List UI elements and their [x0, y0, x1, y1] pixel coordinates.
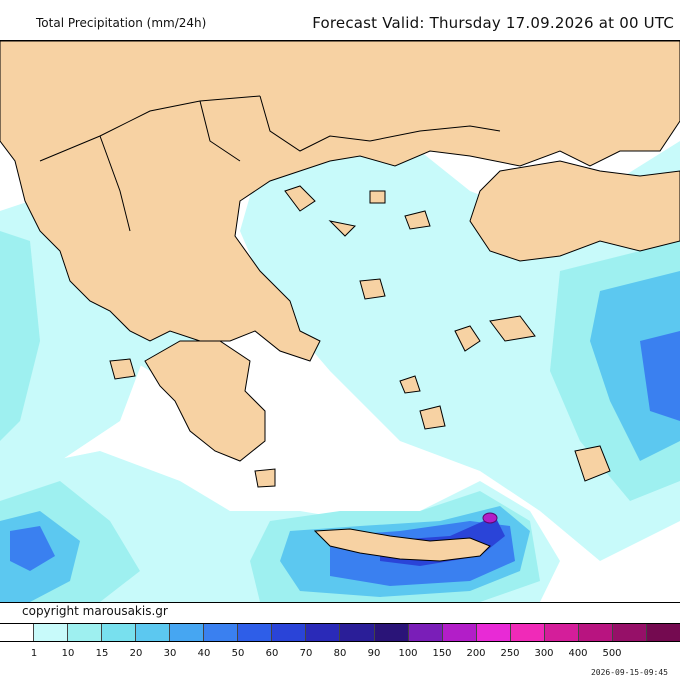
scale-swatch	[544, 624, 579, 641]
scale-swatch	[34, 624, 69, 641]
scale-tick-label: 50	[231, 648, 245, 659]
scale-swatch	[476, 624, 511, 641]
scale-swatch	[306, 624, 341, 641]
scale-tick-label: 500	[602, 648, 622, 659]
scale-tick-label: 20	[129, 648, 143, 659]
generation-timestamp: 2026-09-15-09:45	[590, 668, 668, 677]
scale-swatch	[340, 624, 375, 641]
scale-swatch	[68, 624, 103, 641]
scale-tick-label: 250	[500, 648, 520, 659]
scale-swatch	[374, 624, 409, 641]
scale-tick-label: 200	[466, 648, 486, 659]
scale-swatch	[408, 624, 443, 641]
scale-tick-label: 300	[534, 648, 554, 659]
precipitation-map	[0, 40, 680, 603]
copyright-text: copyright marousakis.gr	[22, 604, 168, 618]
land-areas	[0, 41, 680, 562]
scale-tick-label: 70	[299, 648, 313, 659]
scale-swatch	[170, 624, 205, 641]
scale-tick-label: 90	[367, 648, 381, 659]
scale-tick-label: 40	[197, 648, 211, 659]
scale-tick-label: 100	[398, 648, 418, 659]
scale-swatch	[272, 624, 307, 641]
scale-tick-label: 10	[61, 648, 75, 659]
map-title: Total Precipitation (mm/24h)	[36, 16, 207, 30]
scale-tick-label: 60	[265, 648, 279, 659]
scale-tick-label: 400	[568, 648, 588, 659]
scale-swatch	[442, 624, 477, 641]
scale-tick-label: 150	[432, 648, 452, 659]
scale-tick-label: 1	[30, 648, 38, 659]
scale-swatch	[204, 624, 239, 641]
scale-swatch	[612, 624, 647, 641]
scale-swatch	[646, 624, 680, 641]
forecast-valid-time: Forecast Valid: Thursday 17.09.2026 at 0…	[312, 14, 674, 32]
country-borders	[39, 95, 501, 232]
color-scale	[0, 623, 680, 642]
scale-swatch	[0, 624, 35, 641]
scale-tick-label: 15	[95, 648, 109, 659]
scale-swatch	[578, 624, 613, 641]
scale-swatch	[136, 624, 171, 641]
scale-ticks: 1 10 15 20 30 40 50 60 70 80 90 100 150 200 250 300 400 5…	[0, 648, 680, 662]
scale-swatch	[510, 624, 545, 641]
scale-swatch	[238, 624, 273, 641]
scale-tick-label: 80	[333, 648, 347, 659]
scale-tick-label: 30	[163, 648, 177, 659]
scale-swatch	[102, 624, 137, 641]
